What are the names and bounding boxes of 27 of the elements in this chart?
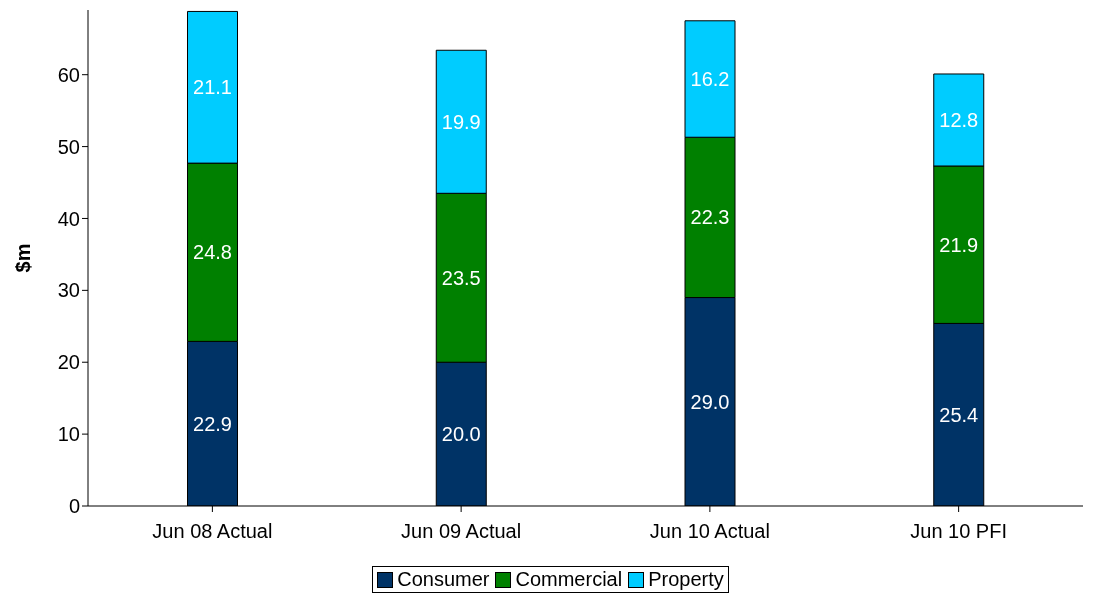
y-tick-label: 40 bbox=[57, 207, 80, 230]
legend-label: Commercial bbox=[514, 568, 623, 591]
y-tick-label: 10 bbox=[57, 423, 80, 446]
legend-label: Consumer bbox=[396, 568, 490, 591]
y-tick-label: 60 bbox=[57, 63, 80, 86]
data-label: 16.2 bbox=[690, 68, 730, 91]
y-tick-label: 50 bbox=[57, 135, 80, 158]
data-label: 29.0 bbox=[690, 390, 730, 413]
x-tick-label: Jun 10 Actual bbox=[649, 520, 770, 543]
y-axis-title: $m bbox=[12, 243, 35, 273]
data-label: 23.5 bbox=[441, 266, 481, 289]
data-label: 21.9 bbox=[939, 233, 979, 256]
x-tick-label: Jun 09 Actual bbox=[401, 520, 522, 543]
data-label: 19.9 bbox=[441, 110, 481, 133]
data-label: 24.8 bbox=[193, 241, 232, 264]
x-tick-label: Jun 08 Actual bbox=[152, 520, 273, 543]
data-label: 25.4 bbox=[939, 403, 979, 426]
data-label: 21.1 bbox=[193, 76, 232, 99]
data-label: 22.9 bbox=[193, 412, 232, 435]
data-label: 20.0 bbox=[441, 423, 481, 446]
data-label: 12.8 bbox=[939, 109, 979, 132]
y-tick-label: 0 bbox=[68, 495, 80, 518]
legend-label: Property bbox=[647, 568, 724, 591]
y-tick-label: 30 bbox=[57, 279, 80, 302]
y-tick-label: 20 bbox=[57, 351, 80, 374]
data-label: 22.3 bbox=[690, 206, 730, 229]
x-tick-label: Jun 10 PFI bbox=[910, 520, 1007, 543]
